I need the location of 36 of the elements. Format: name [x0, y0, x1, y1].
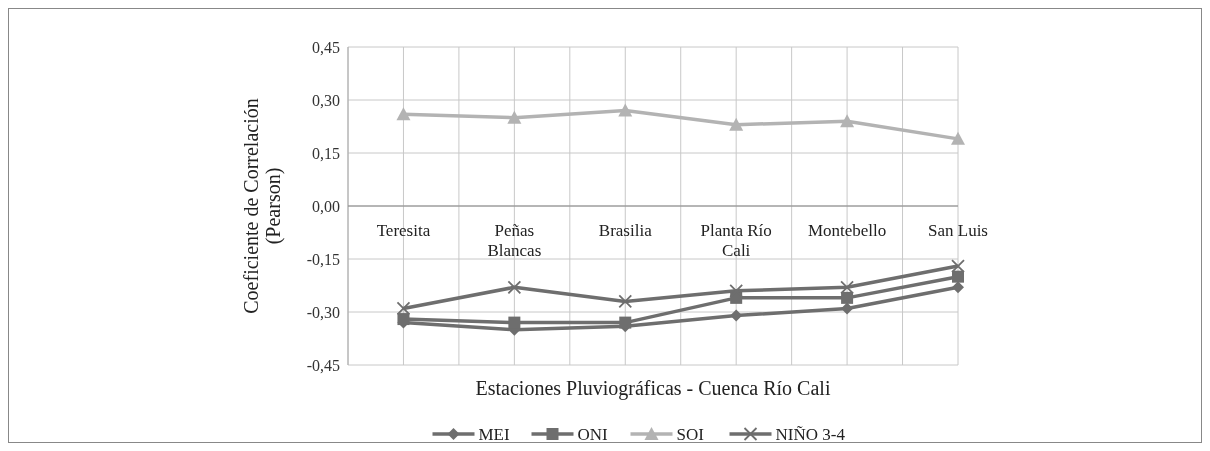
x-tick-label: Teresita	[376, 221, 431, 240]
point	[396, 107, 411, 121]
point	[841, 302, 854, 315]
point	[951, 131, 965, 145]
point	[619, 316, 632, 329]
x-tick-label: San Luis	[928, 221, 988, 240]
point	[952, 281, 964, 294]
legend-label: NIÑO 3-4	[775, 424, 846, 444]
y-tick-label: -0,45	[306, 356, 340, 374]
legend-label: SOI	[676, 424, 705, 444]
x-tick-label: Planta Río Cali	[700, 221, 772, 260]
point	[618, 294, 633, 309]
point	[507, 280, 522, 295]
point	[729, 117, 744, 131]
point	[952, 270, 964, 283]
y-axis-title: Coeficiente de Correlación (Pearson)	[240, 98, 285, 314]
x-tick-label: Peñas Blancas	[487, 221, 542, 260]
point	[840, 114, 855, 128]
x-tick-label: Montebello	[807, 221, 887, 240]
x-tick-label: Brasilia	[598, 221, 653, 240]
point	[840, 280, 854, 295]
y-tick-label: 0,15	[312, 144, 340, 162]
y-tick-label: 0,30	[312, 91, 340, 109]
point	[396, 301, 411, 316]
y-tick-label: 0,45	[312, 38, 340, 56]
legend-label: MEI	[478, 424, 510, 444]
y-tick-label: -0,15	[306, 250, 340, 268]
legend-label: ONI	[577, 424, 609, 444]
x-axis-title: Estaciones Pluviográficas - Cuenca Río Cali	[475, 377, 831, 400]
point	[618, 103, 633, 117]
y-tick-label: -0,30	[306, 303, 340, 321]
point	[508, 316, 521, 329]
y-tick-label: 0,00	[312, 197, 340, 215]
point	[507, 110, 522, 124]
point	[841, 291, 854, 304]
point	[951, 259, 965, 273]
